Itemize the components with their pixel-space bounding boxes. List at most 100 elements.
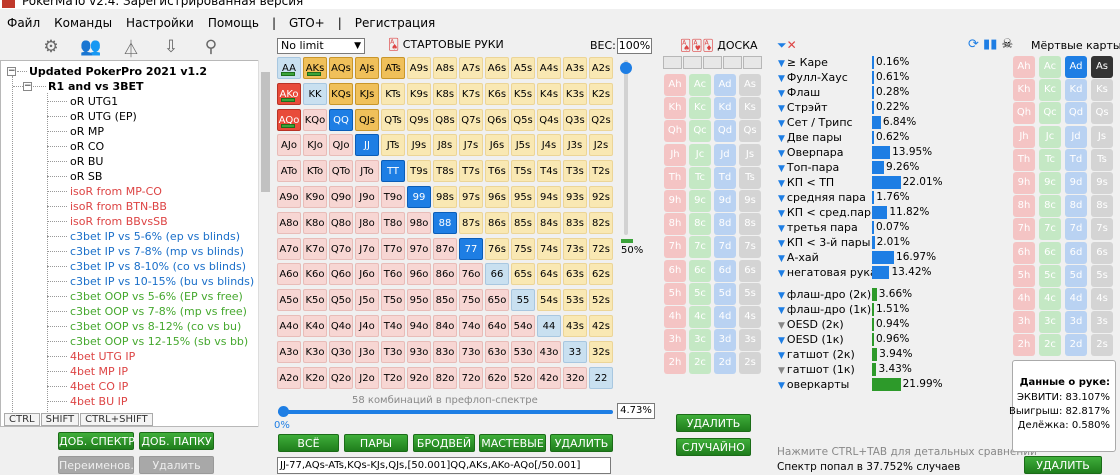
dead-card[interactable]: 4d bbox=[1065, 288, 1087, 310]
tree-collapse-root-icon[interactable]: − bbox=[7, 66, 16, 76]
filter-icon[interactable]: ▼ bbox=[778, 291, 785, 301]
pairs-button[interactable]: ПАРЫ bbox=[344, 434, 408, 452]
hand-cell[interactable]: Q2s bbox=[589, 108, 613, 131]
dead-card[interactable]: 4c bbox=[1039, 288, 1061, 310]
filter-icon[interactable]: ▼ bbox=[778, 59, 785, 69]
broadway-button[interactable]: БРОДВЕЙ bbox=[413, 434, 475, 452]
board-random-button[interactable]: СЛУЧАЙНО bbox=[676, 438, 751, 456]
board-card[interactable]: 5d bbox=[714, 282, 736, 305]
hand-cell[interactable]: T3o bbox=[381, 340, 405, 363]
hand-cell[interactable]: T3s bbox=[563, 160, 587, 183]
hand-cell[interactable]: QTs bbox=[381, 108, 405, 131]
hand-cell[interactable]: KTo bbox=[303, 160, 327, 183]
delete-folder-button[interactable]: Удалить bbox=[139, 456, 214, 474]
dead-card[interactable]: 3c bbox=[1039, 311, 1061, 334]
hand-cell[interactable]: Q9o bbox=[329, 186, 353, 208]
board-card[interactable]: 2h bbox=[664, 352, 686, 375]
range-slider-knob[interactable] bbox=[278, 406, 289, 417]
hand-cell[interactable]: Q5o bbox=[329, 289, 353, 312]
dead-card[interactable]: 8h bbox=[1013, 195, 1035, 218]
dead-card[interactable]: Qh bbox=[1013, 102, 1035, 125]
stat-row[interactable]: ▼ Фулл-Хаус bbox=[778, 70, 848, 85]
hand-cell[interactable]: 76o bbox=[459, 263, 483, 286]
dead-card[interactable]: 2d bbox=[1065, 334, 1087, 357]
dead-card[interactable]: Kd bbox=[1065, 79, 1087, 102]
hand-cell[interactable]: K3o bbox=[303, 340, 327, 363]
filter-icon[interactable]: ▼ bbox=[778, 366, 785, 376]
hand-cell[interactable]: A2s bbox=[589, 57, 613, 79]
hand-cell[interactable]: T8s bbox=[433, 160, 457, 183]
hand-cell[interactable]: T2s bbox=[589, 160, 613, 183]
board-card[interactable]: 7s bbox=[739, 236, 761, 259]
dead-card[interactable]: 3s bbox=[1091, 311, 1113, 334]
hand-cell[interactable]: 73o bbox=[459, 340, 483, 363]
board-card[interactable]: 4s bbox=[739, 306, 761, 328]
tree-item[interactable]: oR BU bbox=[70, 155, 104, 168]
hand-cell[interactable]: JTs bbox=[381, 134, 405, 157]
dead-card[interactable]: 9s bbox=[1091, 172, 1113, 194]
stat-row[interactable]: ▼ средняя пара bbox=[778, 190, 866, 205]
hand-cell[interactable]: 75o bbox=[459, 289, 483, 312]
board-card[interactable]: Qh bbox=[664, 120, 686, 143]
dead-card[interactable]: 7s bbox=[1091, 218, 1113, 241]
hand-cell[interactable]: K2s bbox=[589, 82, 613, 105]
hand-cell[interactable]: Q7o bbox=[329, 237, 353, 260]
hand-cell[interactable]: 93o bbox=[407, 340, 431, 363]
tree-item[interactable]: c3bet IP vs 8-10% (co vs blinds) bbox=[70, 260, 247, 273]
hand-cell[interactable]: QJs bbox=[355, 108, 379, 131]
filter-icon[interactable]: ⏷ bbox=[777, 38, 787, 52]
tree-root-label[interactable]: Updated PokerPro 2021 v1.2 bbox=[29, 65, 208, 78]
stat-row[interactable]: ▼ А-хай bbox=[778, 250, 819, 265]
range-string-input[interactable]: JJ-77,AQs-ATs,KQs-KJs,QJs,[50.001]QQ,AKs… bbox=[277, 457, 611, 474]
hand-cell[interactable]: 88 bbox=[433, 211, 457, 234]
dead-card[interactable]: Qs bbox=[1091, 102, 1113, 125]
users-icon[interactable]: 👥 bbox=[80, 37, 102, 57]
board-card[interactable]: Ks bbox=[739, 97, 761, 120]
hand-cell[interactable]: AKo bbox=[277, 82, 301, 105]
hand-cell[interactable]: 55 bbox=[511, 289, 535, 312]
hand-cell[interactable]: Q4s bbox=[537, 108, 561, 131]
hand-cell[interactable]: 54s bbox=[537, 289, 561, 312]
filter-icon[interactable]: ▼ bbox=[778, 119, 785, 129]
hand-cell[interactable]: JTo bbox=[355, 160, 379, 183]
dead-card[interactable]: Kc bbox=[1039, 79, 1061, 102]
tree-collapse-child-icon[interactable]: − bbox=[23, 81, 32, 91]
hand-cell[interactable]: K4o bbox=[303, 315, 327, 337]
board-slot[interactable] bbox=[743, 56, 762, 69]
hand-cell[interactable]: A7o bbox=[277, 237, 301, 260]
hand-cell[interactable]: 72o bbox=[459, 366, 483, 389]
range-tree[interactable]: − Updated PokerPro 2021 v1.2 − R1 and vs 3B… bbox=[0, 60, 271, 427]
hand-cell[interactable]: Q2o bbox=[329, 366, 353, 389]
stat-row[interactable]: ▼ КП < сред.пары bbox=[778, 205, 880, 220]
hand-cell[interactable]: K5o bbox=[303, 289, 327, 312]
hand-cell[interactable]: K8o bbox=[303, 211, 327, 234]
dead-card[interactable]: 5d bbox=[1065, 264, 1087, 287]
tree-item[interactable]: c3bet OOP vs 8-12% (co vs bu) bbox=[70, 320, 242, 333]
board-card[interactable]: Kh bbox=[664, 97, 686, 120]
board-card[interactable]: 8h bbox=[664, 213, 686, 236]
hand-cell[interactable]: A5s bbox=[511, 57, 535, 79]
filter-icon[interactable]: ▼ bbox=[778, 321, 785, 331]
hand-cell[interactable]: J5s bbox=[511, 134, 535, 157]
hand-cell[interactable]: 74s bbox=[537, 237, 561, 260]
dead-card[interactable]: Qc bbox=[1039, 102, 1061, 125]
gear-icon[interactable]: ⚙ bbox=[43, 37, 59, 57]
hand-cell[interactable]: A7s bbox=[459, 57, 483, 79]
weight-slider[interactable] bbox=[620, 60, 632, 235]
hand-cell[interactable]: 53s bbox=[563, 289, 587, 312]
add-spectrum-button[interactable]: ДОБ. СПЕКТР bbox=[58, 432, 135, 450]
hand-cell[interactable]: A9s bbox=[407, 57, 431, 79]
hand-cell[interactable]: AJs bbox=[355, 57, 379, 79]
tree-item[interactable]: 4bet CO IP bbox=[70, 380, 129, 393]
hand-cell[interactable]: T6o bbox=[381, 263, 405, 286]
board-card[interactable]: 7c bbox=[689, 236, 711, 259]
stat-row[interactable]: ▼ гатшот (2к) bbox=[778, 347, 855, 362]
dead-card[interactable]: 4s bbox=[1091, 288, 1113, 310]
tree-item[interactable]: 4bet UTG IP bbox=[70, 350, 136, 363]
hand-cell[interactable]: A5o bbox=[277, 289, 301, 312]
hand-cell[interactable]: J4s bbox=[537, 134, 561, 157]
weight-input[interactable]: 100% bbox=[617, 38, 652, 54]
board-card[interactable]: 4c bbox=[689, 306, 711, 328]
hand-cell[interactable]: 77 bbox=[459, 237, 483, 260]
hand-cell[interactable]: 72s bbox=[589, 237, 613, 260]
